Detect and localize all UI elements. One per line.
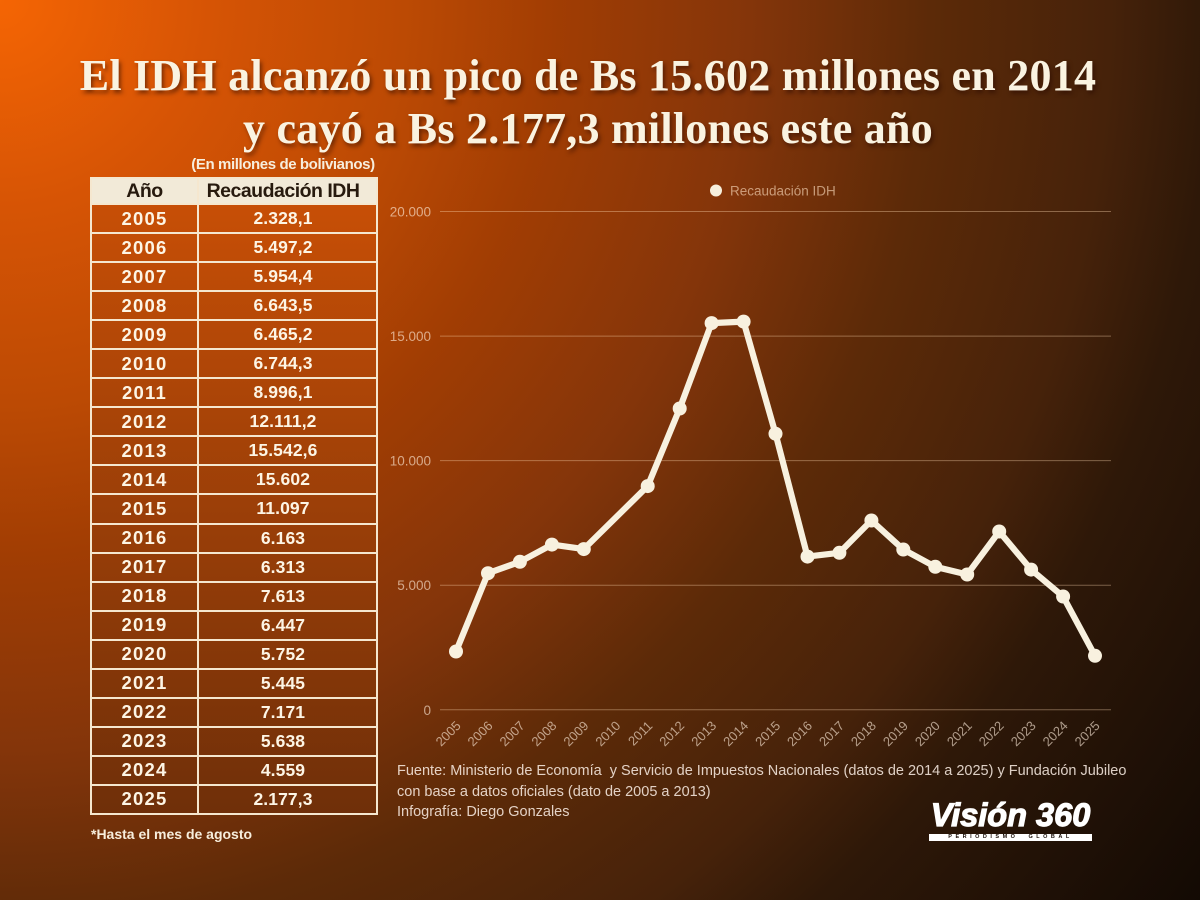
svg-text:Recaudación IDH: Recaudación IDH xyxy=(730,184,836,199)
svg-text:0: 0 xyxy=(423,703,431,718)
svg-text:2023: 2023 xyxy=(1008,718,1039,749)
svg-text:15.000: 15.000 xyxy=(390,329,431,344)
svg-text:5.000: 5.000 xyxy=(397,578,431,593)
svg-text:2019: 2019 xyxy=(880,718,911,749)
svg-text:2006: 2006 xyxy=(465,718,496,749)
svg-text:2007: 2007 xyxy=(497,718,528,749)
svg-text:2016: 2016 xyxy=(784,718,815,749)
svg-text:2010: 2010 xyxy=(592,718,623,749)
svg-text:10.000: 10.000 xyxy=(390,454,431,469)
svg-text:2012: 2012 xyxy=(656,718,687,749)
svg-text:2011: 2011 xyxy=(625,718,655,748)
svg-text:2025: 2025 xyxy=(1072,718,1103,749)
svg-text:2021: 2021 xyxy=(944,718,975,749)
svg-text:2020: 2020 xyxy=(912,718,943,749)
svg-text:2017: 2017 xyxy=(816,718,847,749)
svg-text:2009: 2009 xyxy=(560,718,591,749)
svg-text:2015: 2015 xyxy=(752,718,783,749)
svg-text:2018: 2018 xyxy=(848,718,879,749)
svg-text:2013: 2013 xyxy=(688,718,719,749)
svg-text:2005: 2005 xyxy=(433,718,464,749)
svg-text:2022: 2022 xyxy=(976,718,1007,749)
svg-text:2014: 2014 xyxy=(720,718,751,749)
svg-text:2008: 2008 xyxy=(528,718,559,749)
svg-text:20.000: 20.000 xyxy=(390,205,431,220)
svg-text:2024: 2024 xyxy=(1040,718,1071,749)
